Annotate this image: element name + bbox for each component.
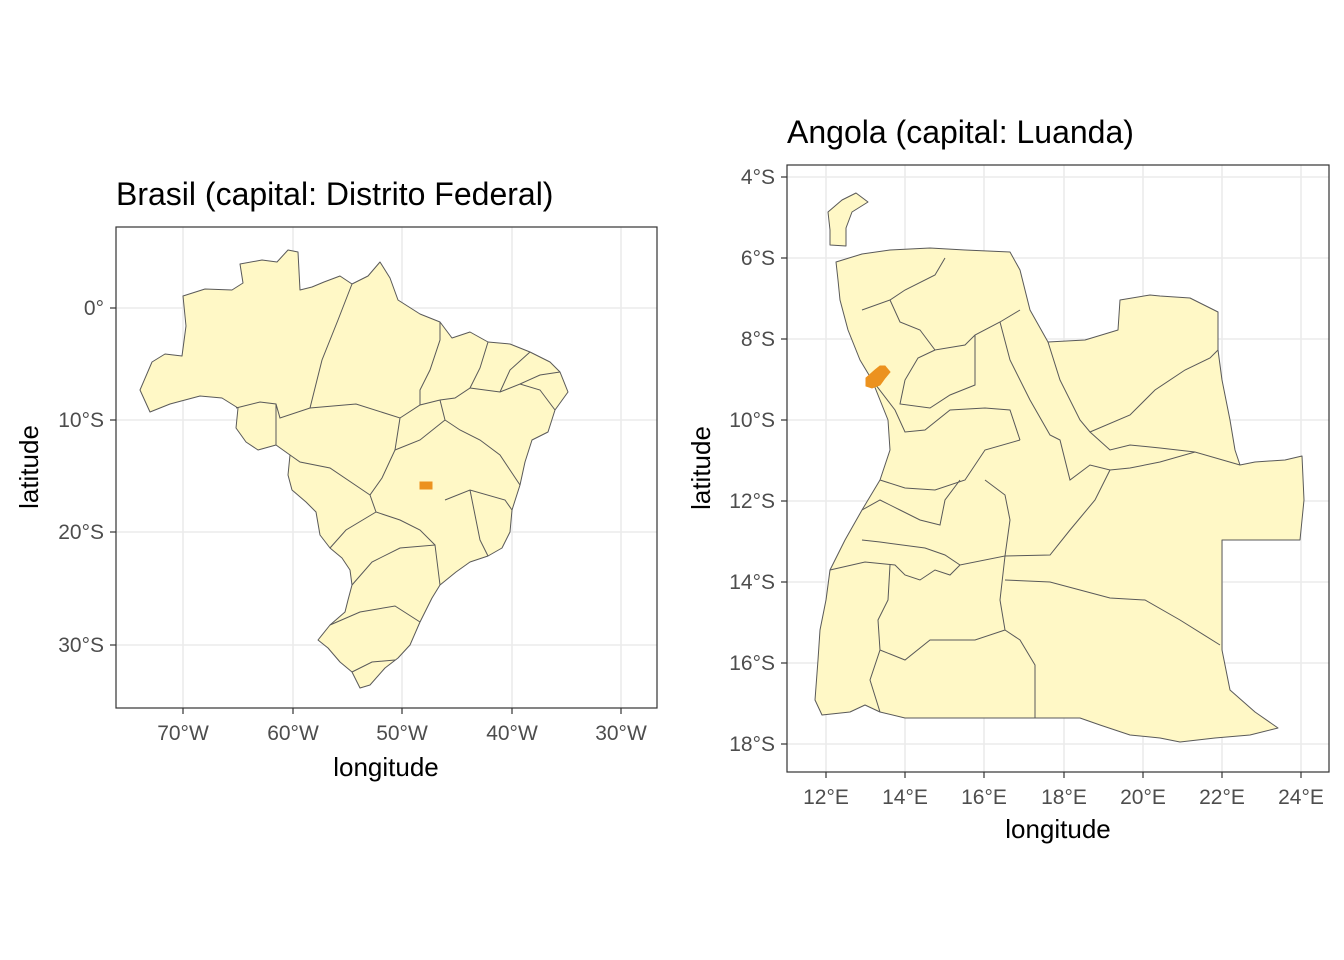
angola-y-tick-label: 8°S: [741, 328, 775, 351]
angola-x-tick-label: 14°E: [882, 786, 928, 809]
brasil-panel-border: [115, 226, 658, 709]
angola-x-tick-label: 16°E: [961, 786, 1007, 809]
angola-y-axis: 4°S 6°S 8°S 10°S 12°S 14°S 16°S 18°S lat…: [686, 166, 787, 756]
brasil-y-axis-title: latitude: [14, 425, 44, 509]
brasil-x-axis-title: longitude: [333, 752, 439, 782]
brasil-x-tick-label: 40°W: [486, 722, 538, 745]
angola-y-axis-title: latitude: [686, 426, 716, 510]
angola-y-tick-label: 16°S: [729, 652, 775, 675]
angola-x-axis: 12°E 14°E 16°E 18°E 20°E 22°E 24°E longi…: [803, 772, 1324, 844]
brasil-x-axis: 70°W 60°W 50°W 40°W 30°W longitude: [157, 708, 647, 782]
angola-x-axis-title: longitude: [1005, 814, 1111, 844]
brasil-y-tick-label: 20°S: [58, 521, 104, 544]
angola-x-tick-label: 24°E: [1278, 786, 1324, 809]
angola-map-title: Angola (capital: Luanda): [787, 114, 1134, 150]
angola-y-tick-label: 4°S: [741, 166, 775, 189]
brasil-state-borders: [235, 283, 561, 673]
angola-y-tick-label: 6°S: [741, 247, 775, 270]
angola-x-tick-label: 20°E: [1120, 786, 1166, 809]
angola-y-tick-label: 18°S: [729, 733, 775, 756]
angola-province-region[interactable]: [814, 247, 1305, 743]
angola-panel-border: [786, 164, 1330, 773]
brasil-y-tick-label: 30°S: [58, 634, 104, 657]
brasil-capital-distrito-federal[interactable]: [419, 481, 433, 490]
angola-capital-luanda[interactable]: [865, 365, 891, 389]
brasil-x-tick-label: 70°W: [157, 722, 209, 745]
brasil-x-tick-label: 30°W: [595, 722, 647, 745]
brasil-states: [139, 249, 569, 689]
angola-x-tick-label: 22°E: [1199, 786, 1245, 809]
brasil-state-region[interactable]: [139, 249, 569, 689]
brasil-map-panel: Brasil (capital: Distrito Federal): [14, 176, 658, 782]
brasil-y-tick-label: 10°S: [58, 409, 104, 432]
angola-cabinda-exclave[interactable]: [827, 192, 869, 247]
angola-y-tick-label: 10°S: [729, 409, 775, 432]
angola-y-tick-label: 14°S: [729, 571, 775, 594]
angola-map-panel: Angola (capital: Luanda): [686, 114, 1330, 844]
brasil-x-tick-label: 50°W: [376, 722, 428, 745]
angola-x-tick-label: 18°E: [1041, 786, 1087, 809]
brasil-map-title: Brasil (capital: Distrito Federal): [116, 176, 553, 212]
brasil-y-tick-label: 0°: [84, 297, 104, 320]
angola-y-tick-label: 12°S: [729, 490, 775, 513]
angola-provinces: [814, 192, 1305, 743]
brasil-y-axis: 0° 10°S 20°S 30°S latitude: [14, 297, 116, 657]
angola-x-tick-label: 12°E: [803, 786, 849, 809]
angola-province-borders: [829, 257, 1241, 718]
brasil-x-tick-label: 60°W: [267, 722, 319, 745]
